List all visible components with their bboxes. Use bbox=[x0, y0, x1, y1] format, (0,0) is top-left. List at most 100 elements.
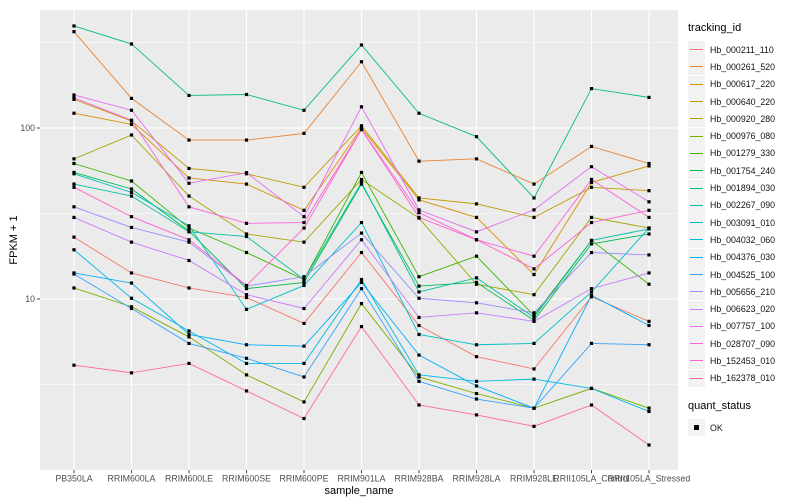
data-point-marker bbox=[187, 240, 191, 244]
data-point-marker bbox=[359, 277, 364, 282]
data-point-marker bbox=[129, 108, 134, 112]
data-point-marker bbox=[647, 215, 651, 220]
x-tick-label: RRIM928LA bbox=[453, 474, 501, 484]
legend-key-swatch bbox=[688, 317, 705, 335]
legend-item-label: Hb_007757_100 bbox=[710, 321, 776, 332]
data-point-marker bbox=[129, 194, 134, 198]
data-point-marker bbox=[474, 379, 479, 383]
data-point-marker bbox=[417, 196, 421, 200]
data-point-marker bbox=[647, 282, 651, 286]
x-tick-label: RRIM600LE bbox=[165, 474, 213, 484]
legend-item: Hb_028707_090 bbox=[688, 335, 800, 353]
legend-key-line bbox=[690, 118, 703, 120]
data-point-marker bbox=[359, 301, 364, 306]
legend-item-label: Hb_162378_010 bbox=[710, 373, 776, 384]
legend-key-line bbox=[690, 377, 703, 379]
data-point-marker bbox=[302, 226, 306, 230]
data-point-marker bbox=[474, 397, 479, 401]
data-point-marker bbox=[72, 157, 76, 161]
legend-item-label: Hb_000211_110 bbox=[710, 44, 774, 55]
data-point-marker bbox=[129, 271, 134, 275]
legend-title-quant-status: quant_status bbox=[688, 399, 751, 412]
data-point-marker bbox=[647, 189, 651, 193]
panel-background bbox=[40, 10, 678, 470]
ok-square-marker-icon bbox=[694, 425, 699, 430]
data-point-marker bbox=[474, 230, 479, 234]
data-point-marker bbox=[72, 248, 76, 252]
legend-quant-block: quant_status OK bbox=[688, 399, 800, 437]
x-tick-label: RRII105LA_Stressed bbox=[608, 474, 691, 484]
data-point-marker bbox=[359, 324, 364, 329]
legend-item-label: Hb_001279_330 bbox=[710, 148, 776, 159]
legend-quant-items: OK bbox=[688, 419, 800, 437]
legend-item-label: Hb_002267_090 bbox=[710, 200, 776, 211]
legend-key-swatch bbox=[688, 179, 705, 197]
legend-item: Hb_001894_030 bbox=[688, 179, 800, 197]
data-point-marker bbox=[474, 343, 479, 347]
data-point-marker bbox=[359, 250, 364, 255]
data-point-marker bbox=[474, 384, 479, 388]
legend-item-label: Hb_001894_030 bbox=[710, 183, 776, 194]
legend-item: Hb_005656_210 bbox=[688, 283, 800, 301]
data-point-marker bbox=[589, 86, 594, 91]
x-tick-label: PB350LA bbox=[55, 474, 92, 484]
x-tick-label: RRIM600PE bbox=[280, 474, 329, 484]
x-tick-label: RRII105LA_Control bbox=[553, 474, 629, 484]
legend-item: Hb_007757_100 bbox=[688, 317, 800, 335]
data-point-marker bbox=[589, 185, 594, 189]
data-point-marker bbox=[589, 386, 594, 391]
data-point-marker bbox=[129, 371, 134, 375]
legend-key-swatch bbox=[688, 283, 705, 301]
legend: tracking_id Hb_000211_110 Hb_000261_520 Hb… bbox=[688, 22, 800, 437]
data-point-marker bbox=[417, 315, 421, 320]
legend-key-line bbox=[690, 325, 703, 327]
data-point-marker bbox=[244, 307, 249, 311]
data-point-marker bbox=[129, 179, 134, 183]
legend-key-swatch bbox=[688, 266, 705, 283]
data-point-marker bbox=[589, 250, 594, 255]
data-point-marker bbox=[417, 111, 421, 115]
data-point-marker bbox=[532, 313, 536, 318]
data-point-marker bbox=[187, 224, 191, 228]
data-point-marker bbox=[359, 287, 364, 291]
legend-key-swatch bbox=[688, 231, 705, 249]
data-point-marker bbox=[187, 205, 191, 209]
data-point-marker bbox=[302, 306, 306, 311]
data-point-marker bbox=[72, 93, 76, 97]
legend-key-line bbox=[690, 291, 703, 293]
legend-item: Hb_162378_010 bbox=[688, 369, 800, 387]
legend-key-swatch bbox=[688, 127, 705, 145]
data-point-marker bbox=[532, 406, 536, 410]
data-point-marker bbox=[589, 403, 594, 407]
data-point-marker bbox=[589, 220, 594, 225]
data-point-marker bbox=[359, 220, 364, 225]
legend-key-swatch bbox=[688, 369, 705, 387]
legend-key-swatch bbox=[688, 41, 705, 59]
legend-item: Hb_002267_090 bbox=[688, 196, 800, 214]
data-point-marker bbox=[244, 283, 249, 288]
data-point-marker bbox=[72, 24, 76, 28]
data-point-marker bbox=[647, 253, 651, 257]
data-point-marker bbox=[129, 187, 134, 191]
x-tick-label: RRIM600SE bbox=[222, 474, 271, 484]
data-point-marker bbox=[474, 215, 479, 220]
data-point-marker bbox=[359, 60, 364, 64]
data-point-marker bbox=[72, 172, 76, 176]
legend-key-swatch bbox=[688, 196, 705, 214]
data-point-marker bbox=[129, 190, 134, 195]
data-point-marker bbox=[72, 185, 76, 189]
data-point-marker bbox=[72, 182, 76, 186]
data-point-marker bbox=[302, 208, 306, 212]
data-point-marker bbox=[474, 355, 479, 359]
legend-key-swatch bbox=[688, 352, 705, 370]
data-point-marker bbox=[417, 284, 421, 288]
data-point-marker bbox=[359, 238, 364, 242]
legend-items: Hb_000211_110 Hb_000261_520 Hb_000617_220 H… bbox=[688, 41, 800, 387]
data-point-marker bbox=[417, 379, 421, 383]
data-point-marker bbox=[187, 332, 191, 337]
legend-item-label: Hb_000617_220 bbox=[710, 79, 776, 90]
data-point-marker bbox=[417, 275, 421, 279]
legend-item-label: Hb_006623_020 bbox=[710, 304, 776, 315]
